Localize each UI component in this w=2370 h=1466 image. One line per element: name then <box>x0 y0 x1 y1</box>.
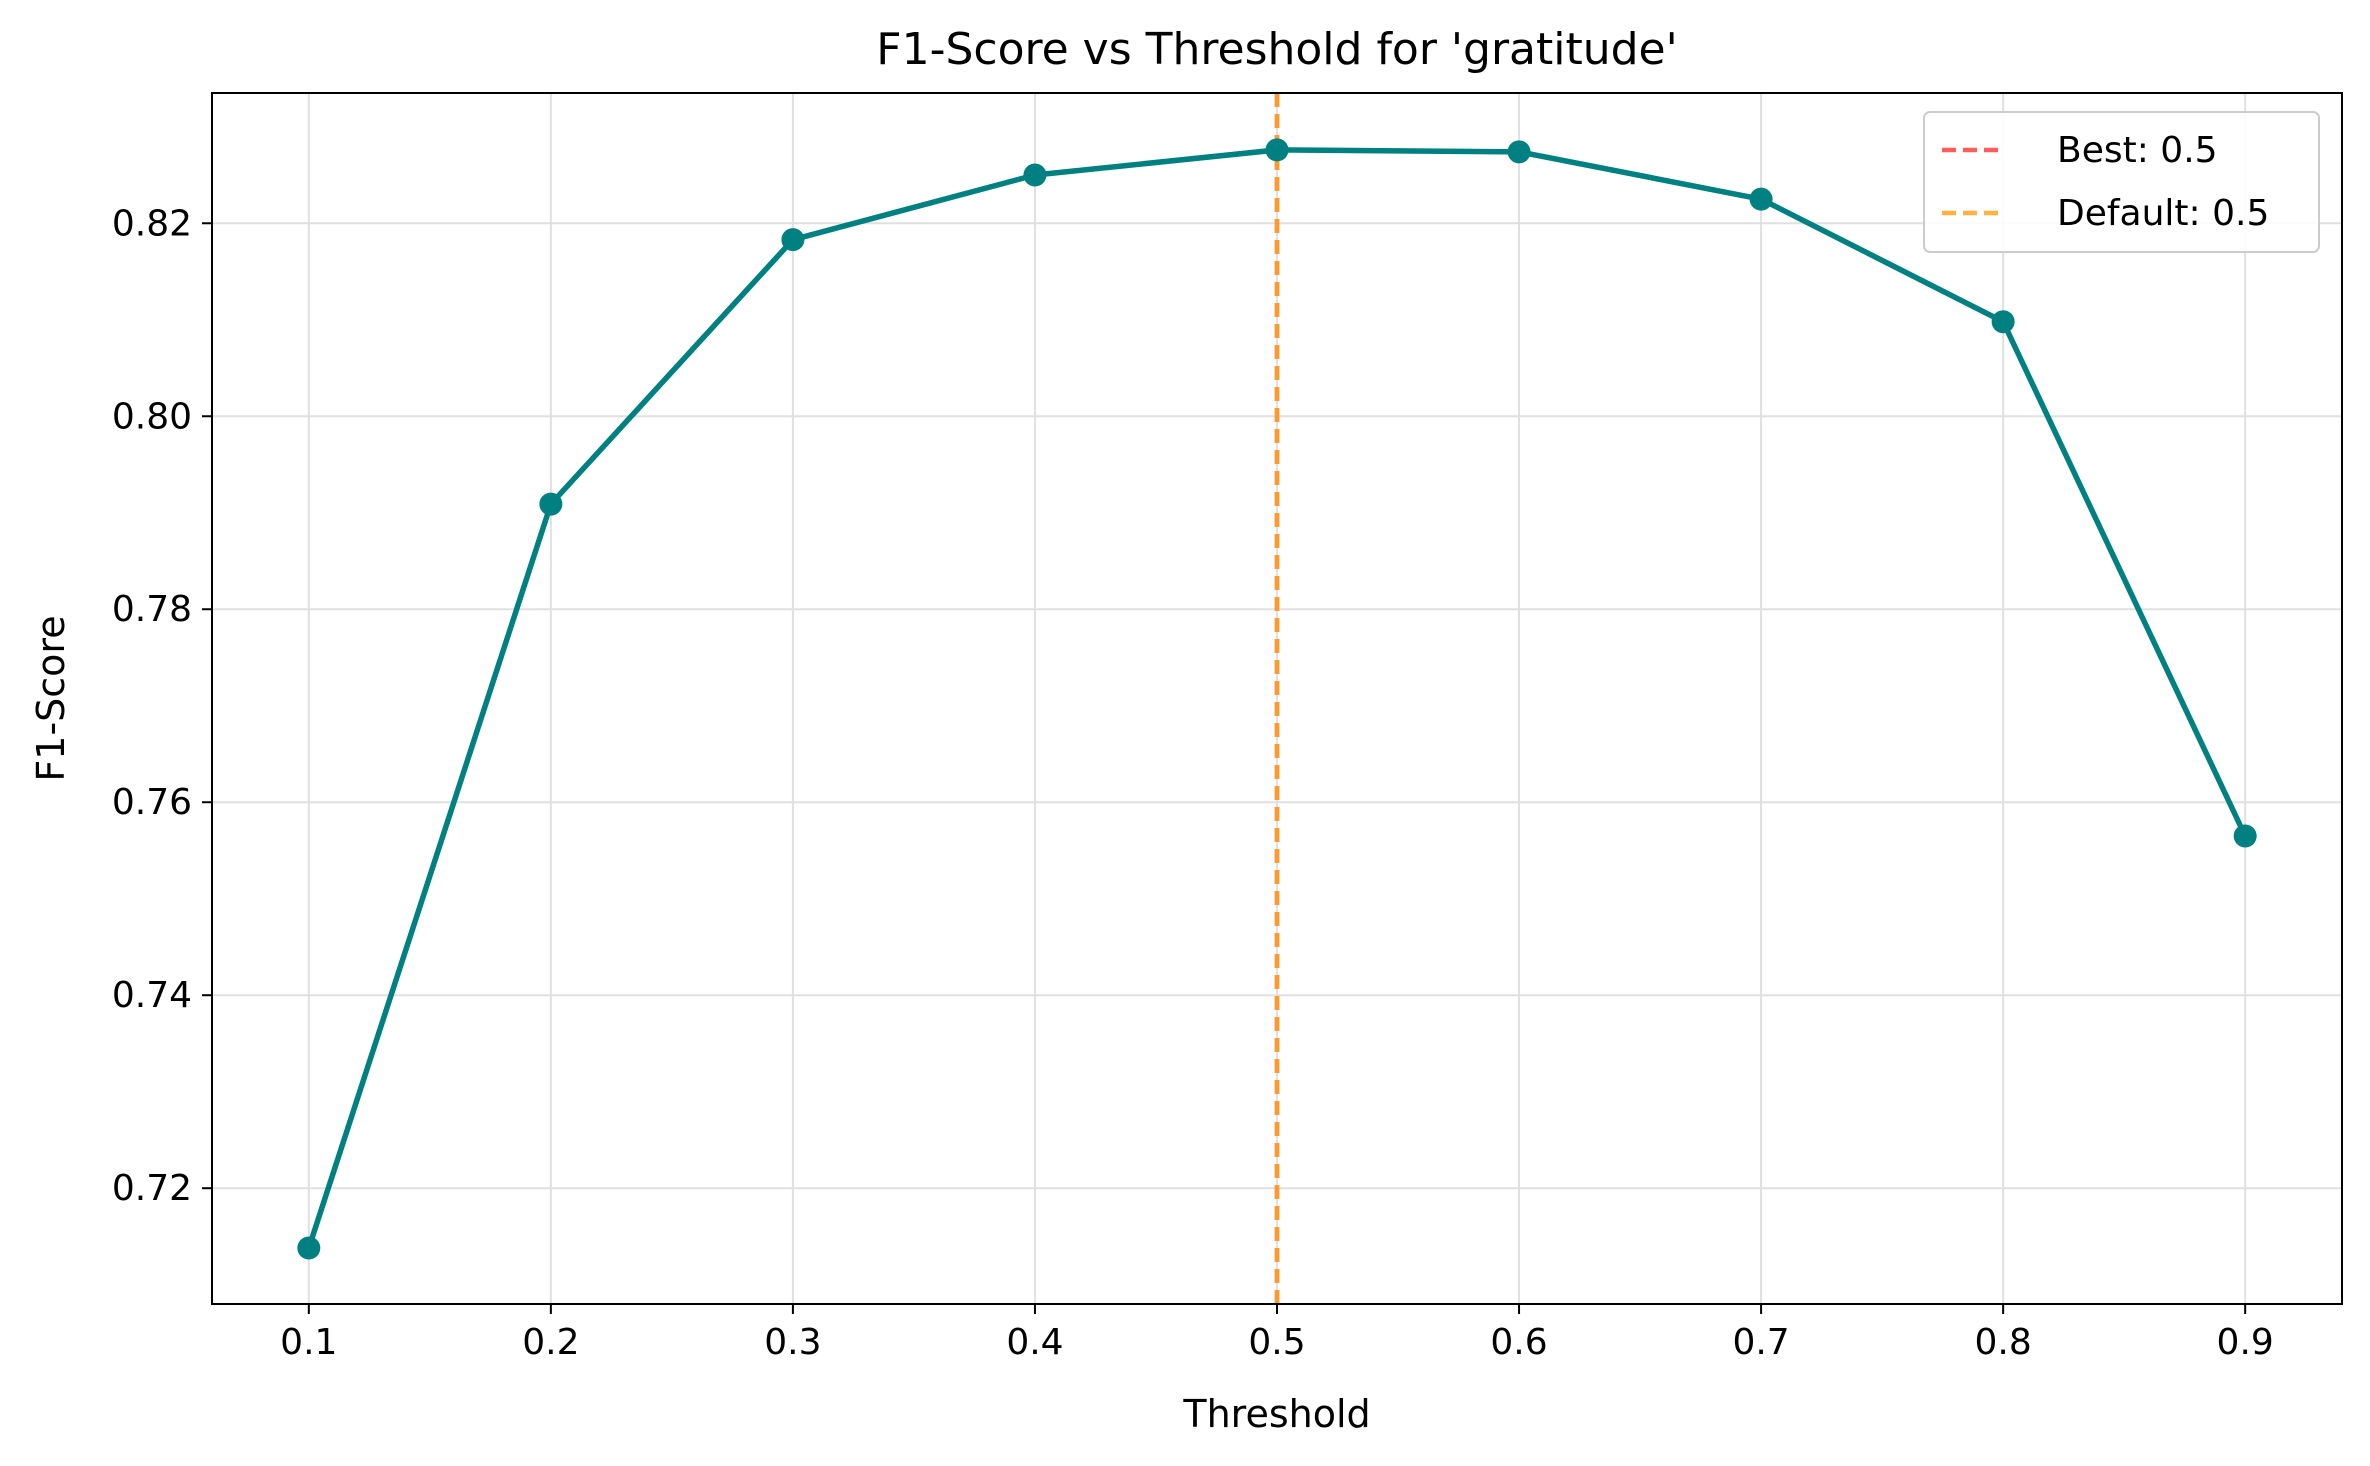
x-tick-label: 0.6 <box>1490 1322 1547 1363</box>
data-point <box>2233 824 2257 848</box>
y-tick-label: 0.74 <box>112 975 192 1016</box>
y-tick-label: 0.82 <box>112 203 192 244</box>
data-point <box>297 1236 321 1260</box>
legend-label-default: Default: 0.5 <box>2057 193 2269 234</box>
x-tick-label: 0.1 <box>280 1322 337 1363</box>
x-axis-ticks: 0.1 0.2 0.3 0.4 0.5 0.6 0.7 0.8 0.9 <box>280 1304 2274 1363</box>
y-axis-label: F1-Score <box>29 615 73 781</box>
y-axis-ticks: 0.72 0.74 0.76 0.78 0.80 0.82 <box>112 203 212 1209</box>
y-tick-label: 0.78 <box>112 589 192 630</box>
data-point <box>1749 187 1773 211</box>
x-tick-label: 0.8 <box>1975 1322 2032 1363</box>
x-tick-label: 0.2 <box>522 1322 579 1363</box>
x-tick-label: 0.9 <box>2217 1322 2274 1363</box>
y-tick-label: 0.72 <box>112 1168 192 1209</box>
x-axis-label: Threshold <box>1182 1392 1370 1436</box>
data-point <box>539 492 563 516</box>
data-point <box>1023 163 1047 187</box>
x-tick-label: 0.5 <box>1248 1322 1305 1363</box>
legend: Best: 0.5 Default: 0.5 <box>1923 111 2320 253</box>
y-tick-label: 0.80 <box>112 396 192 437</box>
x-tick-label: 0.3 <box>764 1322 821 1363</box>
data-point <box>781 228 805 252</box>
data-point <box>1991 310 2015 334</box>
y-tick-label: 0.76 <box>112 782 192 823</box>
legend-box <box>1923 111 2320 253</box>
x-tick-label: 0.4 <box>1006 1322 1063 1363</box>
data-point <box>1507 140 1531 164</box>
x-tick-label: 0.7 <box>1732 1322 1789 1363</box>
series <box>297 138 2257 1260</box>
data-point <box>1265 138 1289 162</box>
chart-title: F1-Score vs Threshold for 'gratitude' <box>876 24 1677 75</box>
legend-label-best: Best: 0.5 <box>2057 130 2218 171</box>
